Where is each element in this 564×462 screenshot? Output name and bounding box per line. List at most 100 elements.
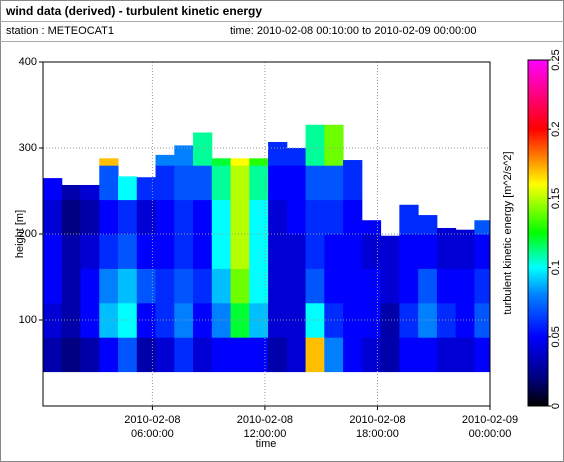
heatmap-cell [474,337,491,373]
heatmap-cell [43,337,63,373]
heatmap-cell [43,199,63,235]
heatmap-cell [380,302,400,338]
heatmap-cell [155,165,175,201]
heatmap-cell [230,234,250,269]
heatmap-cell [268,337,288,373]
heatmap-cell [286,165,307,201]
heatmap-cell [268,199,288,235]
heatmap-cell [99,302,119,338]
heatmap-cell [455,229,475,235]
heatmap-cell [155,337,175,373]
heatmap-cell [286,302,307,338]
heatmap-cell [474,234,491,269]
heatmap-cell [136,234,157,269]
heatmap-cell [43,268,63,304]
heatmap-cell [43,234,63,269]
heatmap-cell [286,268,307,304]
colorbar-tick-label: 0.05 [550,326,562,347]
heatmap-cell [174,145,194,166]
y-tick-label: 400 [19,56,37,68]
x-axis-label: time [256,438,277,450]
heatmap-cell [118,337,138,373]
heatmap-cell [211,337,232,373]
heatmap-cell [193,132,213,166]
heatmap-cell [343,199,363,235]
heatmap-cell [474,302,491,338]
heatmap-cell [136,337,157,373]
heatmap-cell [361,234,382,269]
heatmap-cell [249,199,269,235]
heatmap-cell [230,268,250,304]
heatmap-cell [80,184,100,201]
heatmap-cell [380,337,400,373]
heatmap-cell [155,154,175,166]
heatmap-cell [418,234,438,269]
y-tick-label: 300 [19,142,37,154]
heatmap-cell [136,177,157,201]
heatmap-cell [455,268,475,304]
heatmap-cell [230,199,250,235]
heatmap-cell [324,337,344,373]
heatmap-cell [136,268,157,304]
heatmap-cell [80,268,100,304]
heatmap-cell [211,268,232,304]
heatmap-cell [436,268,457,304]
colorbar-tick-label: 0.25 [550,49,562,70]
x-tick-label: 06:00:00 [131,428,174,440]
heatmap-cell [174,234,194,269]
heatmap-cell [455,337,475,373]
heatmap-cell [61,199,82,235]
heatmap-cell [230,158,250,166]
heatmap-cell [211,165,232,201]
heatmap-cell [118,234,138,269]
heatmap-cell [80,337,100,373]
heatmap-cell [324,302,344,338]
heatmap-cell [61,268,82,304]
x-tick-label: 2010-02-08 [349,414,405,426]
heatmap-cell [155,199,175,235]
heatmap-cell [268,165,288,201]
heatmap-cell [324,234,344,269]
colorbar-tick-label: 0.15 [550,188,562,209]
heatmap-cell [80,234,100,269]
colorbar-tick-label: 0 [550,403,562,409]
x-tick-label: 00:00:00 [469,428,512,440]
heatmap-cell [99,158,119,166]
heatmap-cell [99,234,119,269]
heatmap-cell [436,234,457,269]
heatmap-cell [455,302,475,338]
heatmap-cell [268,234,288,269]
heatmap-cell [324,165,344,201]
heatmap-cell [99,268,119,304]
heatmap-cell [136,302,157,338]
heatmap-cell [174,165,194,201]
colorbar-tick-label: 0.1 [550,260,562,275]
heatmap-cell [99,337,119,373]
heatmap-cell [399,268,419,304]
heatmap-cell [230,165,250,201]
heatmap-cell [136,199,157,235]
heatmap-cell [174,302,194,338]
heatmap-cell [118,176,138,201]
heatmap-cell [343,268,363,304]
time-label: time: 2010-02-08 00:10:00 to 2010-02-09 … [230,25,476,37]
heatmap-cell [380,235,400,269]
y-tick-label: 200 [19,228,37,240]
heatmap-cell [399,302,419,338]
heatmap-cell [343,337,363,373]
heatmap-cell [211,302,232,338]
heatmap-cell [474,268,491,304]
heatmap-cell [305,199,325,235]
heatmap-cell [99,165,119,201]
heatmap-cell [155,302,175,338]
heatmap-cell [324,199,344,235]
heatmap-cell [230,337,250,373]
heatmap-cell [361,220,382,235]
heatmap-cell [249,268,269,304]
heatmap-cell [418,337,438,373]
heatmap-cell [211,158,232,166]
heatmap-cell [249,158,269,166]
colorbar-tick-label: 0.2 [550,122,562,137]
heatmap-cell [155,268,175,304]
